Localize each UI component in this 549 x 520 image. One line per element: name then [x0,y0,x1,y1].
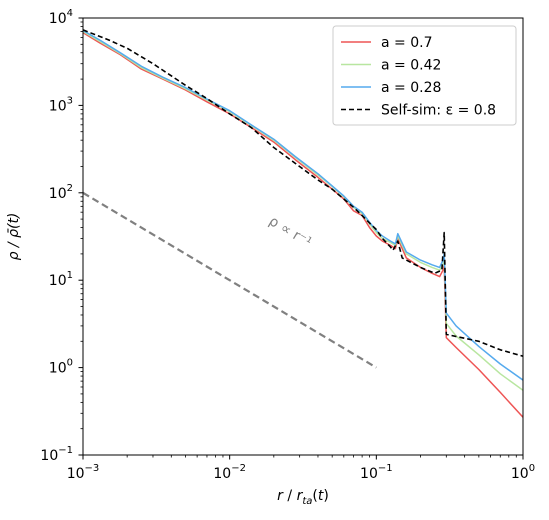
x-axis-label: r / rta(t) [277,488,329,507]
axes-frame [82,17,524,456]
x-tick-label: 10−2 [213,463,246,482]
x-tick-label: 10−1 [360,463,393,482]
y-tick-label: 103 [49,95,73,114]
series-line-3 [83,29,523,357]
y-tick-label: 102 [49,183,73,202]
plot-area [83,29,523,418]
y-tick-label: 104 [49,8,73,27]
y-tick-label: 100 [49,358,73,377]
x-tick-label: 100 [511,463,535,482]
y-tick-label: 10−1 [40,445,73,464]
legend-label-0: a = 0.7 [381,35,432,51]
y-tick-label: 101 [49,270,73,289]
y-axis-label: ρ / ρ̄(t) [6,213,22,261]
x-tick-label: 10−3 [67,463,100,482]
reference-line-label: ρ ∝ r⁻¹ [266,213,314,251]
legend-label-2: a = 0.28 [381,80,441,96]
legend-label-3: Self-sim: ε = 0.8 [381,103,496,119]
legend-label-1: a = 0.42 [381,58,441,74]
legend-box [332,25,517,126]
reference-line [83,191,377,369]
